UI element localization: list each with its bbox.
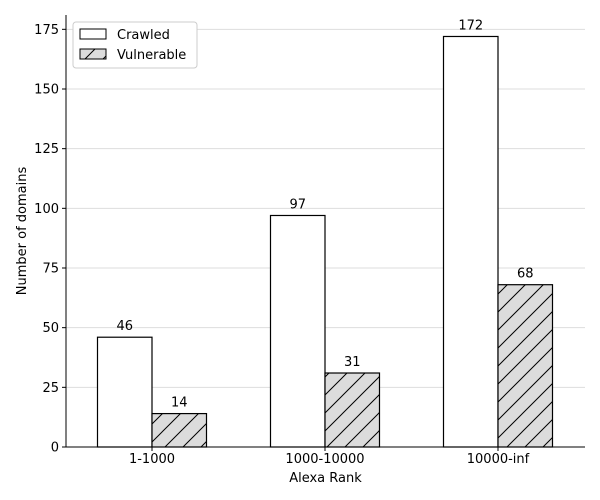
x-tick-label-1-1000: 1-1000 (129, 452, 175, 467)
bars-group (96, 35, 554, 448)
y-tick-label-100: 100 (34, 202, 59, 217)
bar-vulnerable-1000-10000 (324, 372, 381, 448)
bar-vulnerable-1-1000 (151, 412, 208, 448)
data-label-crawled-1000-10000: 97 (289, 197, 306, 212)
bar-vulnerable-10000-inf (497, 284, 554, 448)
y-tick-label-125: 125 (34, 142, 59, 157)
x-axis-label: Alexa Rank (289, 471, 362, 486)
legend-label-crawled: Crawled (117, 28, 170, 43)
y-tick-label-75: 75 (42, 261, 59, 276)
labels-group: 46 14 1-1000 97 31 1000-10000 172 68 10000-inf 0 2… (15, 18, 534, 486)
bar-crawled-10000-inf (442, 35, 499, 448)
legend-swatch-vulnerable (79, 48, 107, 60)
data-label-crawled-10000-inf: 172 (458, 18, 483, 33)
data-label-crawled-1-1000: 46 (116, 319, 133, 334)
y-axis-label: Number of domains (15, 167, 30, 296)
x-tick-label-10000-inf: 10000-inf (467, 452, 530, 467)
bar-crawled-1-1000 (96, 336, 153, 448)
y-tick-label-150: 150 (34, 82, 59, 97)
y-tick-label-25: 25 (42, 381, 59, 396)
axes-group (62, 15, 585, 451)
bar-crawled-1000-10000 (269, 214, 326, 448)
x-tick-label-1000-10000: 1000-10000 (285, 452, 364, 467)
data-label-vulnerable-1000-10000: 31 (344, 355, 361, 370)
y-tick-label-175: 175 (34, 23, 59, 38)
data-label-vulnerable-1-1000: 14 (171, 396, 188, 411)
y-tick-label-0: 0 (51, 441, 59, 456)
y-tick-label-50: 50 (42, 321, 59, 336)
data-label-vulnerable-10000-inf: 68 (517, 267, 534, 282)
legend-label-vulnerable: Vulnerable (117, 48, 186, 63)
legend-swatch-crawled (79, 28, 107, 40)
legend: Crawled Vulnerable (72, 21, 198, 69)
